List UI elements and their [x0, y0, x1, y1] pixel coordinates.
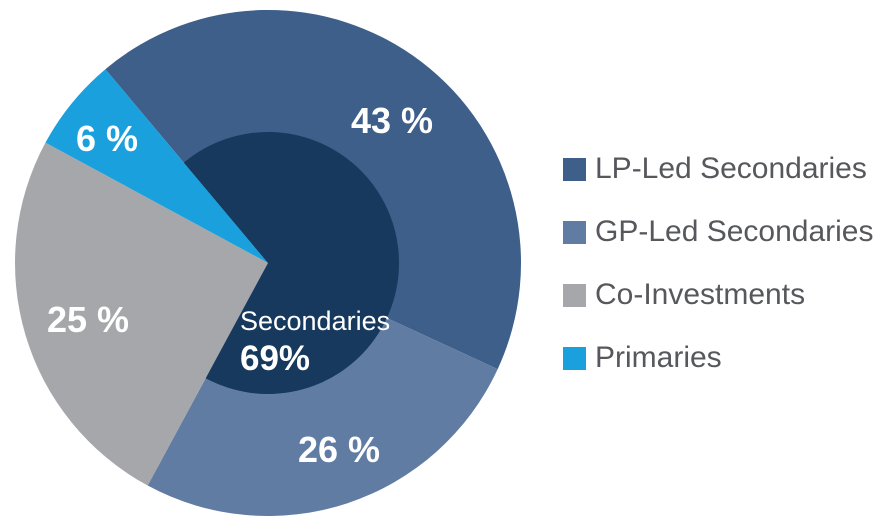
legend-swatch-co-investments [563, 283, 586, 307]
slice-co-investments [15, 142, 268, 486]
legend-label-lp-led-secondaries: LP-Led Secondaries [595, 152, 867, 185]
legend-swatch-primaries [563, 346, 586, 370]
slice-label-lp-led-secondaries: 43 % [350, 100, 434, 141]
legend-item-primaries: Primaries [563, 340, 874, 376]
legend-item-gp-led-secondaries: GP-Led Secondaries [563, 214, 874, 250]
chart-legend: LP-Led Secondaries GP-Led Secondaries Co… [563, 151, 874, 376]
donut-inner-circle [183, 131, 399, 394]
slice-label-co-investments: 25 % [46, 299, 130, 340]
center-label-value: 69% [240, 339, 311, 379]
donut-center-label: Secondaries 69% [240, 306, 390, 376]
legend-swatch-gp-led-secondaries [563, 220, 586, 244]
slice-label-primaries: 6 % [75, 118, 139, 159]
legend-item-co-investments: Co-Investments [563, 277, 874, 313]
legend-swatch-lp-led-secondaries [563, 157, 586, 181]
legend-label-gp-led-secondaries: GP-Led Secondaries [595, 215, 874, 248]
legend-label-co-investments: Co-Investments [595, 278, 806, 311]
legend-item-lp-led-secondaries: LP-Led Secondaries [563, 151, 874, 187]
legend-label-primaries: Primaries [595, 341, 722, 374]
center-label-title: Secondaries [240, 306, 391, 336]
slice-label-gp-led-secondaries: 26 % [297, 429, 381, 470]
slice-primaries [45, 69, 269, 263]
